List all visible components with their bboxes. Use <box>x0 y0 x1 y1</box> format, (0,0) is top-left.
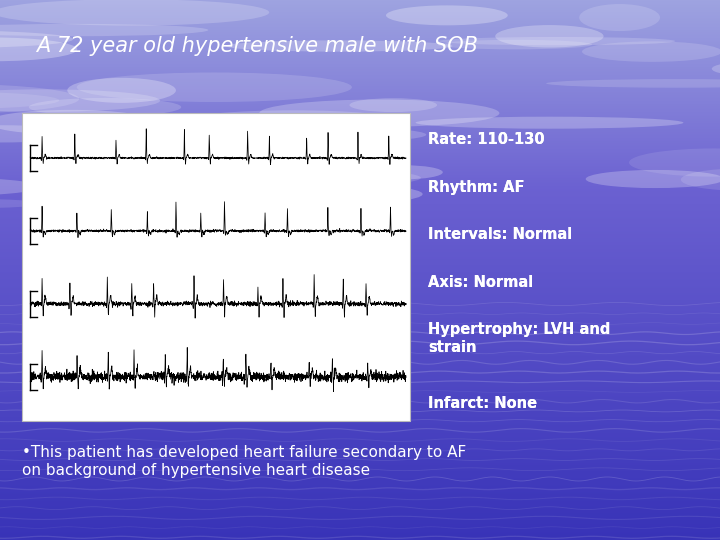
Ellipse shape <box>77 72 352 102</box>
Ellipse shape <box>681 168 720 191</box>
Text: Intervals: Normal: Intervals: Normal <box>428 227 572 242</box>
Text: Rate: 110-130: Rate: 110-130 <box>428 132 545 147</box>
Ellipse shape <box>234 184 423 205</box>
Text: Intervals: Normal: Intervals: Normal <box>428 227 572 242</box>
Ellipse shape <box>0 37 77 61</box>
Ellipse shape <box>67 78 176 103</box>
Text: A 72 year old hypertensive male with SOB: A 72 year old hypertensive male with SOB <box>36 36 478 56</box>
FancyBboxPatch shape <box>22 113 410 421</box>
Text: Axis: Normal: Axis: Normal <box>428 275 534 290</box>
Ellipse shape <box>0 199 42 208</box>
Ellipse shape <box>582 42 720 62</box>
Ellipse shape <box>415 117 683 129</box>
Ellipse shape <box>0 177 42 197</box>
Ellipse shape <box>274 170 421 185</box>
Ellipse shape <box>189 110 397 130</box>
Ellipse shape <box>0 110 156 134</box>
Ellipse shape <box>585 170 720 188</box>
Ellipse shape <box>386 5 508 25</box>
Text: Hypertrophy: LVH and
strain: Hypertrophy: LVH and strain <box>428 322 611 355</box>
Ellipse shape <box>0 24 208 36</box>
Ellipse shape <box>363 165 443 179</box>
Ellipse shape <box>0 89 160 112</box>
Ellipse shape <box>349 98 437 112</box>
Ellipse shape <box>712 62 720 76</box>
Ellipse shape <box>0 30 73 48</box>
Text: Rhythm: AF: Rhythm: AF <box>428 180 525 195</box>
Ellipse shape <box>0 84 79 113</box>
Ellipse shape <box>259 99 500 127</box>
Ellipse shape <box>0 92 59 109</box>
Ellipse shape <box>29 98 181 116</box>
Ellipse shape <box>0 125 112 143</box>
Text: Axis: Normal: Axis: Normal <box>428 275 534 290</box>
Text: Hypertrophy: LVH and
strain: Hypertrophy: LVH and strain <box>428 322 611 355</box>
Text: •This patient has developed heart failure secondary to AF
on background of hyper: •This patient has developed heart failur… <box>22 446 466 478</box>
Ellipse shape <box>225 40 453 52</box>
Text: Rhythm: AF: Rhythm: AF <box>428 180 525 195</box>
Ellipse shape <box>629 148 720 177</box>
Ellipse shape <box>33 177 302 185</box>
Ellipse shape <box>438 40 592 49</box>
Text: Infarct: None: Infarct: None <box>428 396 538 411</box>
Ellipse shape <box>439 37 675 45</box>
Ellipse shape <box>546 79 720 87</box>
Ellipse shape <box>212 126 426 143</box>
Ellipse shape <box>579 4 660 31</box>
Ellipse shape <box>495 25 603 48</box>
Text: Infarct: None: Infarct: None <box>428 396 538 411</box>
Text: Rate: 110-130: Rate: 110-130 <box>428 132 545 147</box>
Ellipse shape <box>0 0 269 25</box>
